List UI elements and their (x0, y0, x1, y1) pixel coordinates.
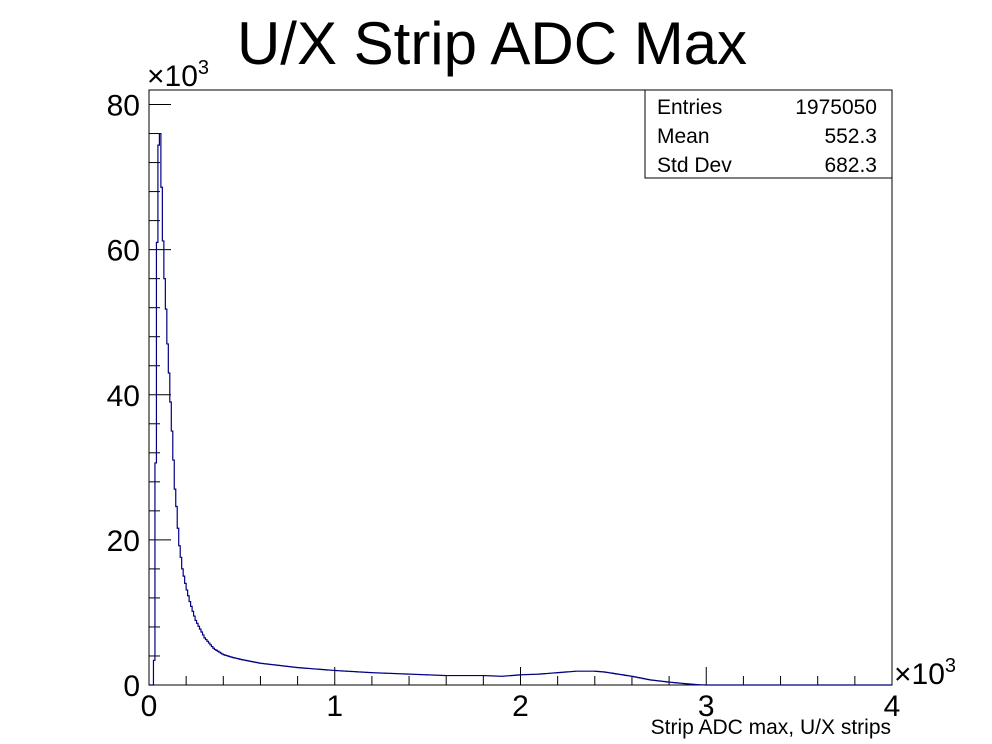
y-axis-multiplier: ×103 (147, 57, 209, 93)
stats-mean-value: 552.3 (824, 125, 877, 148)
stats-stddev-value: 682.3 (824, 154, 877, 177)
axis-ticks (148, 104, 893, 686)
y-tick-label: 0 (123, 670, 140, 703)
plot-frame (148, 89, 893, 686)
y-tick-label: 60 (107, 235, 140, 268)
stats-entries-label: Entries (657, 96, 722, 119)
x-tick-label: 0 (141, 690, 158, 723)
histogram-series (149, 132, 892, 686)
x-tick-label: 1 (326, 690, 343, 723)
stats-box: Entries 1975050 Mean 552.3 Std Dev 682.3 (644, 89, 893, 179)
stats-box-frame (644, 89, 893, 179)
x-tick-label: 2 (512, 690, 529, 723)
chart-title: U/X Strip ADC Max (237, 10, 747, 77)
y-tick-label: 80 (107, 90, 140, 123)
x-tick-label: 3 (698, 690, 715, 723)
x-axis-label: Strip ADC max, U/X strips (651, 716, 891, 739)
y-tick-label: 40 (107, 380, 140, 413)
x-axis-multiplier: ×103 (894, 655, 956, 691)
y-tick-label: 20 (107, 525, 140, 558)
stats-stddev-label: Std Dev (657, 154, 732, 177)
stats-mean-label: Mean (657, 125, 710, 148)
x-tick-label: 4 (884, 690, 901, 723)
stats-entries-value: 1975050 (795, 96, 877, 119)
